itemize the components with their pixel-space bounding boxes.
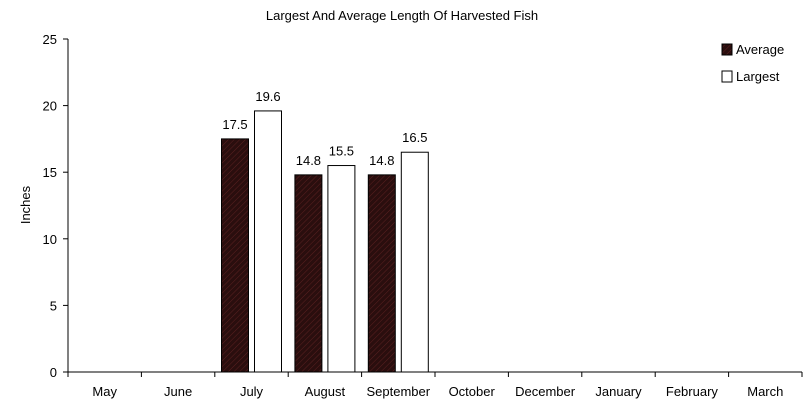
legend-swatch-largest: [721, 70, 733, 83]
data-label-average-august: 14.8: [296, 153, 321, 168]
x-tick-label: December: [515, 384, 576, 399]
y-tick-label: 25: [43, 32, 57, 47]
data-label-average-july: 17.5: [222, 117, 247, 132]
x-tick-label: October: [449, 384, 496, 399]
bar-average-august: [294, 174, 323, 373]
bar-largest-august: [327, 165, 356, 373]
y-tick-label: 10: [43, 232, 57, 247]
x-tick-label: August: [305, 384, 346, 399]
y-axis-label: Inches: [18, 185, 33, 224]
y-tick-label: 20: [43, 99, 57, 114]
legend-label-average: Average: [736, 42, 784, 57]
x-tick-label: September: [367, 384, 431, 399]
x-tick-label: May: [92, 384, 117, 399]
bar-largest-july: [254, 110, 282, 373]
x-tick-label: March: [747, 384, 783, 399]
data-label-largest-july: 19.6: [255, 89, 280, 104]
data-label-largest-september: 16.5: [402, 130, 427, 145]
x-tick-label: July: [240, 384, 264, 399]
chart-title: Largest And Average Length Of Harvested …: [266, 8, 538, 23]
y-tick-label: 5: [50, 298, 57, 313]
x-tick-label: January: [595, 384, 642, 399]
data-labels: 17.5 14.8 14.8 19.6 15.5 16.5: [222, 89, 427, 168]
bar-average-july: [221, 138, 249, 373]
y-tick-label: 15: [43, 165, 57, 180]
bar-largest-september: [400, 151, 429, 373]
data-label-largest-august: 15.5: [329, 144, 354, 159]
x-tick-label: February: [666, 384, 719, 399]
bar-average-september: [367, 174, 396, 373]
y-tick-label: 0: [50, 365, 57, 380]
bars: [221, 110, 429, 373]
legend-label-largest: Largest: [736, 69, 780, 84]
x-axis: May June July August September October Decembe…: [67, 372, 803, 399]
y-axis: 0 5 10 15 20 25: [43, 32, 68, 380]
legend-swatch-average: [721, 43, 733, 56]
data-label-average-september: 14.8: [369, 153, 394, 168]
legend: Average Largest: [721, 42, 784, 84]
x-tick-label: June: [164, 384, 192, 399]
